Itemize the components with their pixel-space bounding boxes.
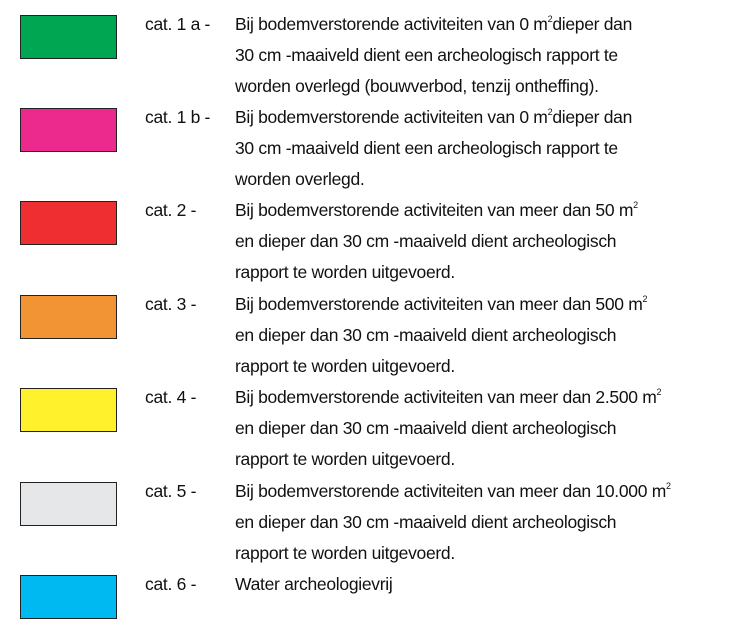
text: Water archeologievrij: [235, 574, 393, 594]
text: rapport te worden uitgevoerd.: [235, 262, 455, 282]
color-swatch: [20, 295, 117, 339]
text: rapport te worden uitgevoerd.: [235, 356, 455, 376]
category-label: cat. 1 b -: [145, 107, 211, 127]
description-line: worden overlegd (bouwverbod, tenzij onth…: [235, 71, 632, 102]
text: Bij bodemverstorende activiteiten van me…: [235, 200, 634, 220]
text: worden overlegd.: [235, 169, 365, 189]
text: en dieper dan 30 cm -maaiveld dient arch…: [235, 325, 617, 345]
category-description: Bij bodemverstorende activiteiten van 0 …: [235, 9, 632, 102]
superscript: 2: [642, 294, 648, 304]
description-line: 30 cm -maaiveld dient een archeologisch …: [235, 40, 632, 71]
superscript: 2: [547, 14, 553, 24]
text: 30 cm -maaiveld dient een archeologisch …: [235, 45, 618, 65]
text: en dieper dan 30 cm -maaiveld dient arch…: [235, 512, 617, 532]
category-label: cat. 3 -: [145, 294, 197, 314]
description-line: en dieper dan 30 cm -maaiveld dient arch…: [235, 226, 638, 257]
category-label: cat. 6 -: [145, 574, 197, 594]
description-line: rapport te worden uitgevoerd.: [235, 444, 661, 475]
description-line: en dieper dan 30 cm -maaiveld dient arch…: [235, 413, 661, 444]
text: Bij bodemverstorende activiteiten van 0 …: [235, 14, 548, 34]
text: worden overlegd (bouwverbod, tenzij onth…: [235, 76, 599, 96]
description-line: rapport te worden uitgevoerd.: [235, 538, 671, 569]
category-label: cat. 2 -: [145, 200, 197, 220]
category-description: Water archeologievrij: [235, 569, 393, 600]
text: dieper dan: [552, 107, 633, 127]
color-swatch: [20, 575, 117, 619]
text: en dieper dan 30 cm -maaiveld dient arch…: [235, 231, 617, 251]
text: Bij bodemverstorende activiteiten van me…: [235, 481, 666, 501]
description-line: Water archeologievrij: [235, 569, 393, 600]
category-description: Bij bodemverstorende activiteiten van me…: [235, 195, 638, 288]
text: Bij bodemverstorende activiteiten van me…: [235, 387, 657, 407]
category-description: Bij bodemverstorende activiteiten van me…: [235, 476, 671, 569]
text: rapport te worden uitgevoerd.: [235, 543, 455, 563]
text: dieper dan: [552, 14, 633, 34]
description-line: en dieper dan 30 cm -maaiveld dient arch…: [235, 320, 647, 351]
description-line: Bij bodemverstorende activiteiten van 0 …: [235, 9, 632, 40]
description-line: rapport te worden uitgevoerd.: [235, 351, 647, 382]
description-line: rapport te worden uitgevoerd.: [235, 257, 638, 288]
color-swatch: [20, 482, 117, 526]
description-line: 30 cm -maaiveld dient een archeologisch …: [235, 133, 632, 164]
description-line: Bij bodemverstorende activiteiten van me…: [235, 195, 638, 226]
color-swatch: [20, 388, 117, 432]
superscript: 2: [656, 387, 662, 397]
text: 30 cm -maaiveld dient een archeologisch …: [235, 138, 618, 158]
category-label: cat. 4 -: [145, 387, 197, 407]
description-line: Bij bodemverstorende activiteiten van me…: [235, 476, 671, 507]
description-line: en dieper dan 30 cm -maaiveld dient arch…: [235, 507, 671, 538]
category-description: Bij bodemverstorende activiteiten van me…: [235, 382, 662, 475]
text: Bij bodemverstorende activiteiten van me…: [235, 294, 643, 314]
superscript: 2: [665, 481, 671, 491]
text: Bij bodemverstorende activiteiten van 0 …: [235, 107, 548, 127]
superscript: 2: [633, 200, 638, 210]
category-label: cat. 1 a -: [145, 14, 211, 34]
description-line: Bij bodemverstorende activiteiten van me…: [235, 382, 662, 413]
category-label: cat. 5 -: [145, 481, 197, 501]
category-description: Bij bodemverstorende activiteiten van me…: [235, 289, 648, 382]
color-swatch: [20, 108, 117, 152]
description-line: Bij bodemverstorende activiteiten van me…: [235, 289, 648, 320]
text: en dieper dan 30 cm -maaiveld dient arch…: [235, 418, 617, 438]
superscript: 2: [547, 107, 553, 117]
color-swatch: [20, 15, 117, 59]
description-line: Bij bodemverstorende activiteiten van 0 …: [235, 102, 632, 133]
category-description: Bij bodemverstorende activiteiten van 0 …: [235, 102, 632, 195]
text: rapport te worden uitgevoerd.: [235, 449, 455, 469]
description-line: worden overlegd.: [235, 164, 632, 195]
color-swatch: [20, 201, 117, 245]
